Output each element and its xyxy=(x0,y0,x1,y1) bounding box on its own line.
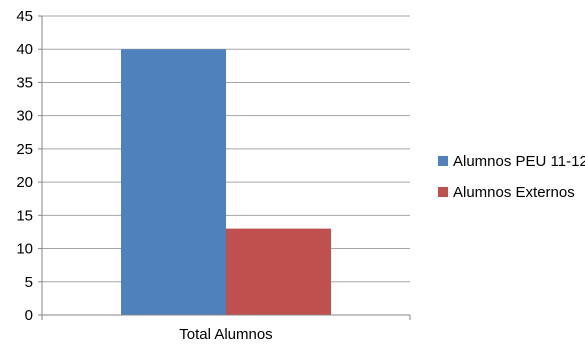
legend-swatch xyxy=(438,187,448,197)
y-tick-label: 0 xyxy=(25,307,33,324)
legend-swatch xyxy=(438,156,448,166)
y-tick-label: 45 xyxy=(16,8,33,25)
y-tick-label: 5 xyxy=(25,274,33,291)
y-tick-label: 20 xyxy=(16,174,33,191)
y-tick-label: 35 xyxy=(16,74,33,91)
y-tick-label: 10 xyxy=(16,241,33,258)
legend-label: Alumnos PEU 11-12 xyxy=(453,153,585,170)
y-tick-label: 40 xyxy=(16,41,33,58)
bars xyxy=(121,49,331,315)
x-category-label: Total Alumnos xyxy=(179,326,272,343)
legend: Alumnos PEU 11-12 Alumnos Externos xyxy=(438,153,585,201)
y-tick-label: 25 xyxy=(16,141,33,158)
y-tick-label: 15 xyxy=(16,207,33,224)
y-tick-label: 30 xyxy=(16,108,33,125)
axes xyxy=(38,15,411,320)
bar-alumnos-peu-11-12 xyxy=(121,49,226,315)
bar-alumnos-externos xyxy=(226,228,331,315)
legend-label: Alumnos Externos xyxy=(453,184,575,201)
y-tick-labels: 0 5 10 15 20 25 30 35 40 45 xyxy=(16,8,33,324)
x-category-labels: Total Alumnos xyxy=(179,326,272,343)
